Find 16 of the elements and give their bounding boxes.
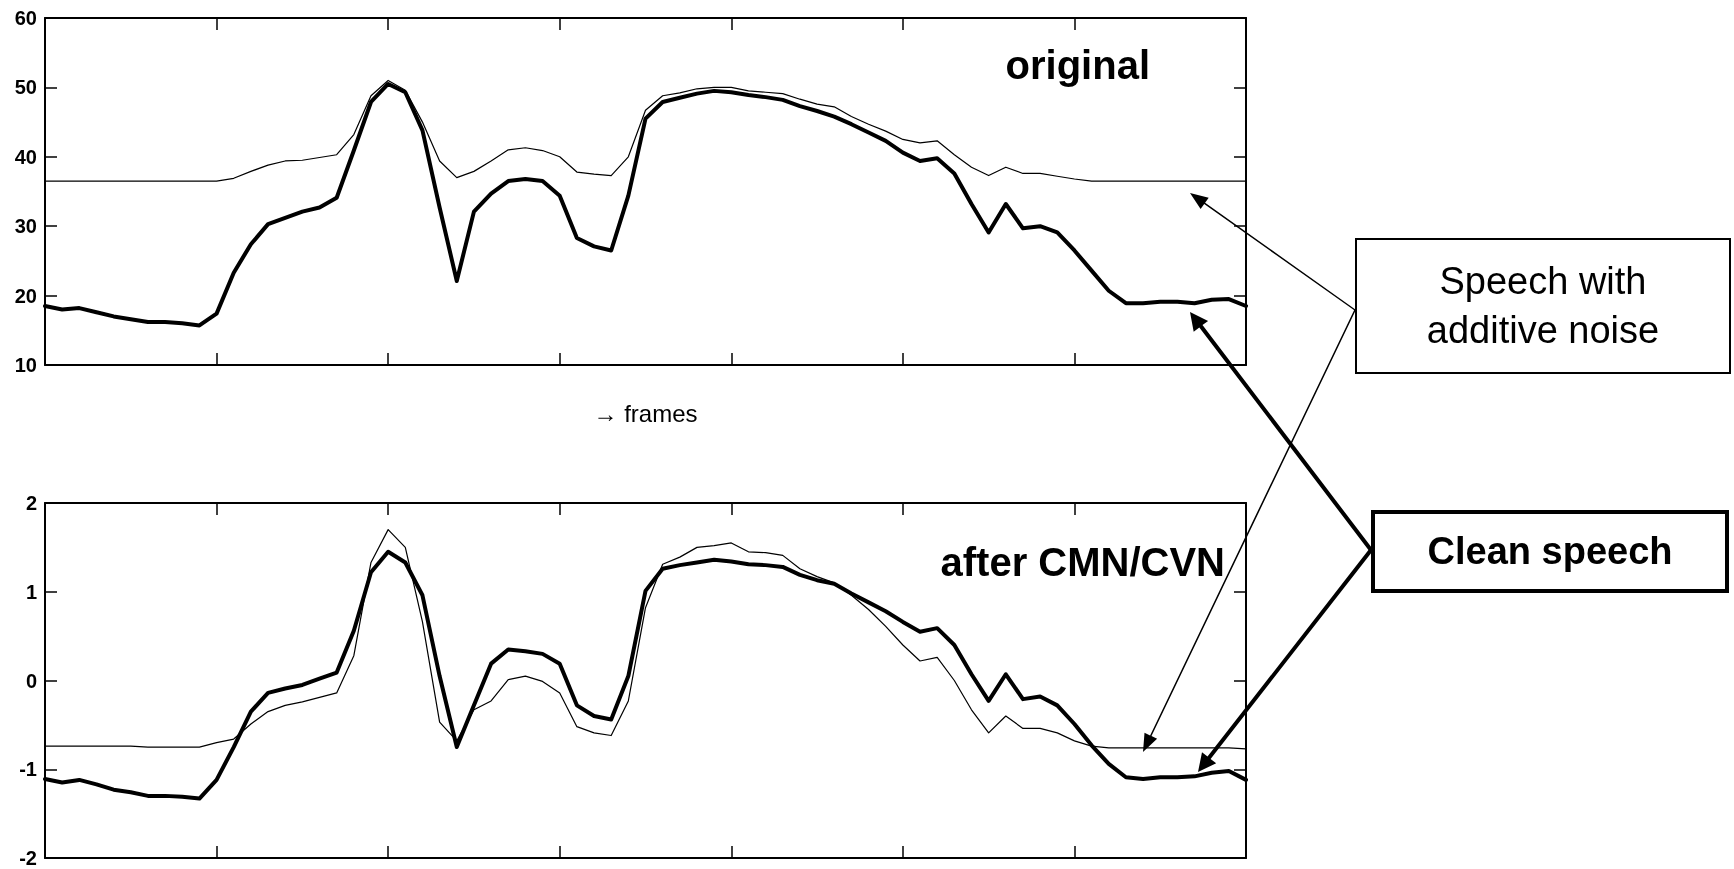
y-tick-label: 50 [14,76,37,99]
y-tick-label: 10 [14,354,37,376]
y-tick-label: -2 [19,847,37,869]
text: original [1005,43,1150,87]
y-tick-label: 40 [14,145,37,168]
y-tick-label: 2 [25,492,37,514]
y-tick-label: 0 [25,669,37,692]
y-tick-label: 20 [14,284,37,307]
y-tick-label: 1 [25,580,37,603]
text: after CMN/CVN [940,540,1226,584]
x-axis-title: → frames [593,399,698,427]
text: Clean speech [1371,510,1729,593]
y-tick-label: -1 [19,758,37,781]
y-tick-label: 60 [14,7,37,29]
y-tick-label: 30 [14,215,37,238]
text: Speech with additive noise [1355,238,1731,374]
